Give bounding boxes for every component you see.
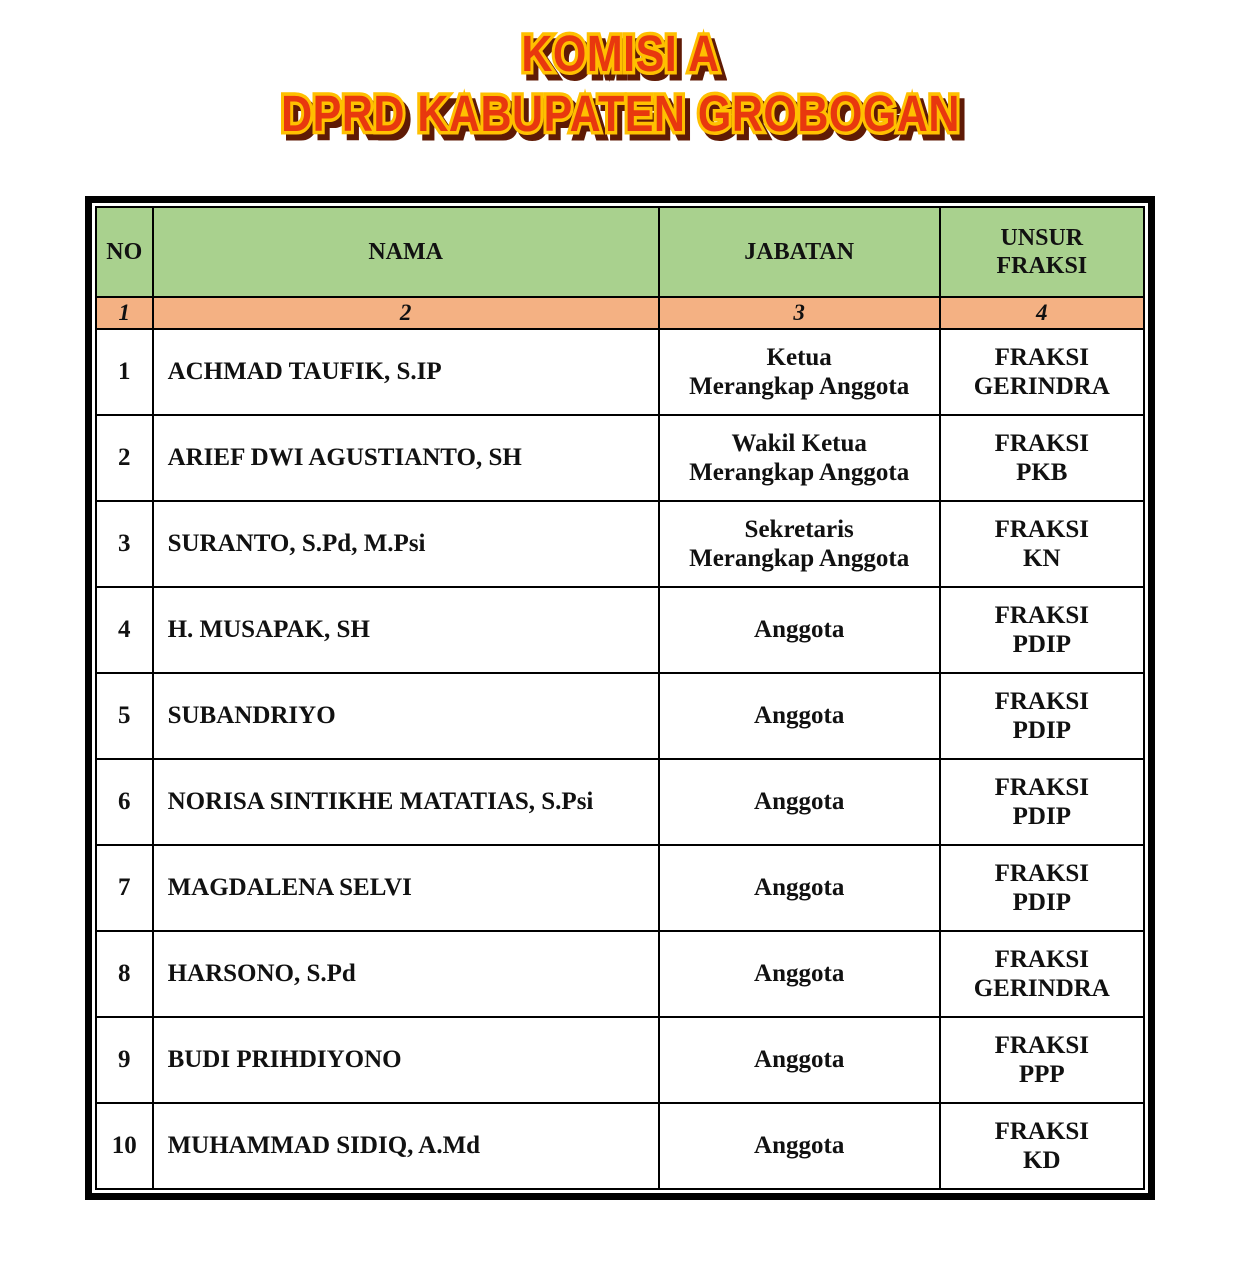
cell-jabatan: Anggota [657, 672, 941, 760]
cell-fraksi: FRAKSI PDIP [938, 586, 1146, 674]
page-title-line2: DPRD KABUPATEN GROBOGAN DPRD KABUPATEN G… [278, 83, 967, 153]
cell-fraksi: FRAKSI KN [938, 500, 1146, 588]
cell-nama: ARIEF DWI AGUSTIANTO, SH [151, 414, 660, 502]
cell-nama: MUHAMMAD SIDIQ, A.Md [151, 1102, 660, 1190]
cell-no: 9 [95, 1016, 154, 1104]
cell-fraksi: FRAKSI GERINDRA [938, 930, 1146, 1018]
cell-fraksi: FRAKSI GERINDRA [938, 328, 1146, 416]
cell-jabatan: Anggota [657, 758, 941, 846]
cell-jabatan: Sekretaris Merangkap Anggota [657, 500, 941, 588]
cell-nama: ACHMAD TAUFIK, S.IP [151, 328, 660, 416]
members-table-frame: NO NAMA JABATAN UNSUR FRAKSI 1 2 3 4 1 A… [85, 196, 1155, 1200]
table-row: 2 ARIEF DWI AGUSTIANTO, SH Wakil Ketua M… [95, 414, 1146, 502]
table-row: 3 SURANTO, S.Pd, M.Psi Sekretaris Merang… [95, 500, 1146, 588]
table-row: 9 BUDI PRIHDIYONO Anggota FRAKSI PPP [95, 1016, 1146, 1104]
table-row: 6 NORISA SINTIKHE MATATIAS, S.Psi Anggot… [95, 758, 1146, 846]
cell-no: 5 [95, 672, 154, 760]
cell-nama: HARSONO, S.Pd [151, 930, 660, 1018]
cell-jabatan: Anggota [657, 1016, 941, 1104]
cell-fraksi: FRAKSI PDIP [938, 758, 1146, 846]
cell-no: 1 [95, 328, 154, 416]
cell-no: 6 [95, 758, 154, 846]
col-header-no: NO [95, 206, 154, 298]
cell-nama: SURANTO, S.Pd, M.Psi [151, 500, 660, 588]
cell-fraksi: FRAKSI PDIP [938, 844, 1146, 932]
column-number-row: 1 2 3 4 [95, 296, 1146, 330]
cell-no: 10 [95, 1102, 154, 1190]
col-header-unsur-fraksi: UNSUR FRAKSI [938, 206, 1146, 298]
col-header-jabatan: JABATAN [657, 206, 941, 298]
title-fill-layer: DPRD KABUPATEN GROBOGAN [281, 86, 960, 143]
title-fill-layer: KOMISI A [521, 26, 720, 83]
column-number: 2 [151, 296, 660, 330]
table-row: 1 ACHMAD TAUFIK, S.IP Ketua Merangkap An… [95, 328, 1146, 416]
column-number: 1 [95, 296, 154, 330]
cell-fraksi: FRAKSI PDIP [938, 672, 1146, 760]
document-title: KOMISI A KOMISI A KOMISI A KOMISI A DPRD… [0, 0, 1241, 153]
cell-jabatan: Anggota [657, 844, 941, 932]
col-header-nama: NAMA [151, 206, 660, 298]
cell-nama: SUBANDRIYO [151, 672, 660, 760]
table-row: 7 MAGDALENA SELVI Anggota FRAKSI PDIP [95, 844, 1146, 932]
cell-nama: BUDI PRIHDIYONO [151, 1016, 660, 1104]
cell-nama: MAGDALENA SELVI [151, 844, 660, 932]
cell-no: 7 [95, 844, 154, 932]
column-number: 3 [657, 296, 941, 330]
page-title-line1: KOMISI A KOMISI A KOMISI A KOMISI A [518, 23, 727, 93]
cell-jabatan: Anggota [657, 930, 941, 1018]
cell-jabatan: Ketua Merangkap Anggota [657, 328, 941, 416]
cell-nama: NORISA SINTIKHE MATATIAS, S.Psi [151, 758, 660, 846]
table-row: 4 H. MUSAPAK, SH Anggota FRAKSI PDIP [95, 586, 1146, 674]
table-row: 5 SUBANDRIYO Anggota FRAKSI PDIP [95, 672, 1146, 760]
cell-no: 2 [95, 414, 154, 502]
cell-no: 4 [95, 586, 154, 674]
column-number: 4 [938, 296, 1146, 330]
table-row: 8 HARSONO, S.Pd Anggota FRAKSI GERINDRA [95, 930, 1146, 1018]
cell-jabatan: Wakil Ketua Merangkap Anggota [657, 414, 941, 502]
cell-jabatan: Anggota [657, 1102, 941, 1190]
cell-fraksi: FRAKSI PKB [938, 414, 1146, 502]
cell-jabatan: Anggota [657, 586, 941, 674]
cell-fraksi: FRAKSI PPP [938, 1016, 1146, 1104]
title-outline-layer: KOMISI A [518, 23, 722, 87]
title-shadow-layer: DPRD KABUPATEN GROBOGAN [283, 89, 967, 153]
cell-no: 3 [95, 500, 154, 588]
table-row: 10 MUHAMMAD SIDIQ, A.Md Anggota FRAKSI K… [95, 1102, 1146, 1190]
cell-nama: H. MUSAPAK, SH [151, 586, 660, 674]
table-header-row: NO NAMA JABATAN UNSUR FRAKSI [95, 206, 1146, 298]
title-shadow-layer: KOMISI A [523, 29, 727, 93]
title-outline-layer: DPRD KABUPATEN GROBOGAN [278, 83, 962, 147]
members-table: NO NAMA JABATAN UNSUR FRAKSI 1 2 3 4 1 A… [95, 206, 1146, 1190]
cell-fraksi: FRAKSI KD [938, 1102, 1146, 1190]
cell-no: 8 [95, 930, 154, 1018]
